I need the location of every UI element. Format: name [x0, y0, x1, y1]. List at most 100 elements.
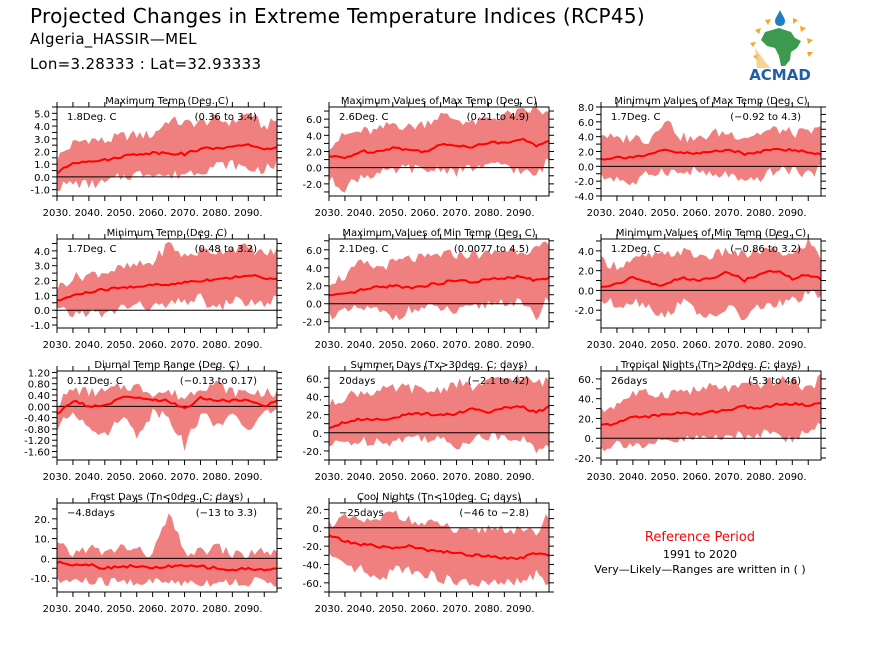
x-tick-label: 2090. [506, 208, 535, 219]
x-tick-label: 2050. [106, 340, 135, 351]
x-tick-label: 2030. [315, 340, 344, 351]
x-tick-label: 2080. [474, 208, 503, 219]
y-tick-label: -2.0 [302, 180, 322, 191]
y-tick-label: 5.0 [34, 109, 50, 120]
x-tick-label: 2070. [170, 208, 199, 219]
very-likely-range-label: (0.0077 to 4.5) [454, 244, 529, 255]
y-tick-label: 2.0 [306, 282, 322, 293]
y-tick-label: 0. [40, 554, 50, 565]
y-tick-label: 3.0 [34, 262, 50, 273]
y-tick-label: 4.0 [34, 122, 50, 133]
mean-change-label: 2.6Deg. C [339, 112, 388, 123]
y-tick-label: 0.0 [578, 162, 594, 173]
x-tick-label: 2040. [347, 604, 376, 615]
x-tick-label: 2060. [410, 208, 439, 219]
x-tick-label: 2050. [378, 604, 407, 615]
x-tick-label: 2080. [202, 604, 231, 615]
x-tick-label: 2090. [778, 472, 807, 483]
ensemble-mean-line [329, 534, 549, 561]
y-tick-label: -20. [302, 542, 322, 553]
y-tick-label: 2.0 [578, 148, 594, 159]
x-tick-label: 2050. [650, 472, 679, 483]
y-tick-label: -2.0 [574, 306, 594, 317]
y-tick-label: 20. [306, 411, 322, 422]
x-tick-label: 2070. [714, 208, 743, 219]
likely-range-band [329, 107, 549, 193]
ensemble-mean-line [329, 137, 549, 160]
x-tick-label: 2050. [378, 340, 407, 351]
y-tick-label: 6.0 [306, 115, 322, 126]
x-tick-label: 2090. [778, 340, 807, 351]
very-likely-range-label: (−0.13 to 0.17) [180, 376, 257, 387]
mean-change-label: 20days [339, 376, 375, 387]
y-tick-label: 0. [584, 434, 594, 445]
x-tick-label: 2080. [474, 604, 503, 615]
ensemble-mean-line [601, 401, 821, 427]
ensemble-mean-line [601, 269, 821, 288]
x-tick-label: 2060. [410, 472, 439, 483]
y-tick-label: -2.0 [302, 318, 322, 329]
x-tick-label: 2040. [75, 472, 104, 483]
chart-title: Maximum Temp (Deg. C) [105, 96, 229, 107]
y-tick-label: -1.0 [30, 321, 50, 332]
plot-frame [328, 502, 550, 593]
chart-title: Minimum Values of Max Temp (Deg. C) [614, 96, 807, 107]
x-tick-label: 2050. [106, 472, 135, 483]
mean-change-label: 1.7Deg. C [611, 112, 660, 123]
x-tick-label: 2060. [410, 604, 439, 615]
x-tick-label: 2070. [442, 472, 471, 483]
chart-title: Diurnal Temp Range (Deg. C) [94, 360, 239, 371]
x-tick-label: 2090. [506, 472, 535, 483]
ensemble-mean-line [57, 395, 277, 415]
ensemble-mean-line [601, 147, 821, 161]
chart-title: Maximum Values of Max Temp (Deg. C) [341, 96, 537, 107]
ensemble-mean-line [57, 143, 277, 175]
x-tick-label: 2060. [682, 208, 711, 219]
y-tick-label: 20. [578, 414, 594, 425]
y-tick-label: 40. [306, 392, 322, 403]
likely-range-band [57, 113, 277, 192]
y-tick-label: 4.0 [306, 131, 322, 142]
x-tick-label: 2080. [202, 472, 231, 483]
mean-change-label: 2.1Deg. C [339, 244, 388, 255]
y-tick-label: 0.80 [28, 380, 50, 391]
y-tick-label: 2.0 [34, 148, 50, 159]
y-tick-label: 0.0 [306, 300, 322, 311]
plot-frame [600, 370, 822, 461]
x-tick-label: 2050. [106, 604, 135, 615]
x-tick-label: 2060. [138, 472, 167, 483]
plot-frame [328, 238, 550, 329]
plot-frame [56, 502, 278, 593]
x-tick-label: 2040. [619, 340, 648, 351]
x-tick-label: 2030. [43, 340, 72, 351]
chart-title: Tropical Nights (Tn>20deg. C; days) [620, 360, 801, 371]
y-tick-label: -0.80 [24, 425, 50, 436]
x-tick-label: 2040. [75, 340, 104, 351]
y-tick-label: 0.0 [34, 173, 50, 184]
chart-panel-1: -1.0 0.0 1.02.0 3.0 4.0 5.0 2030. 2040. 2050. 206… [30, 96, 282, 219]
x-tick-label: 2030. [315, 208, 344, 219]
chart-title: Minimum Values of Min Temp (Deg. C) [616, 228, 806, 239]
x-tick-label: 2030. [315, 604, 344, 615]
y-tick-label: 4.0 [578, 247, 594, 258]
y-tick-label: 10. [34, 535, 50, 546]
mean-change-label: 0.12Deg. C [67, 376, 123, 387]
y-tick-label: 2.0 [34, 277, 50, 288]
y-tick-label: -4.0 [574, 192, 594, 203]
chart-panel-2: -2.0 0.0 2.0 4.0 6.0 2030. 2040. 2050. 2060. 2070… [302, 96, 554, 219]
x-tick-label: 2090. [506, 604, 535, 615]
plot-frame [328, 370, 550, 461]
x-tick-label: 2070. [442, 340, 471, 351]
x-tick-label: 2090. [234, 472, 263, 483]
x-tick-label: 2060. [138, 208, 167, 219]
y-tick-label: 8.0 [578, 103, 594, 114]
x-tick-label: 2070. [170, 472, 199, 483]
station-name: Algeria_HASSIR—MEL [30, 30, 197, 48]
x-tick-label: 2060. [410, 340, 439, 351]
likely-range-band [57, 380, 277, 452]
x-tick-label: 2030. [43, 472, 72, 483]
x-tick-label: 2090. [234, 208, 263, 219]
